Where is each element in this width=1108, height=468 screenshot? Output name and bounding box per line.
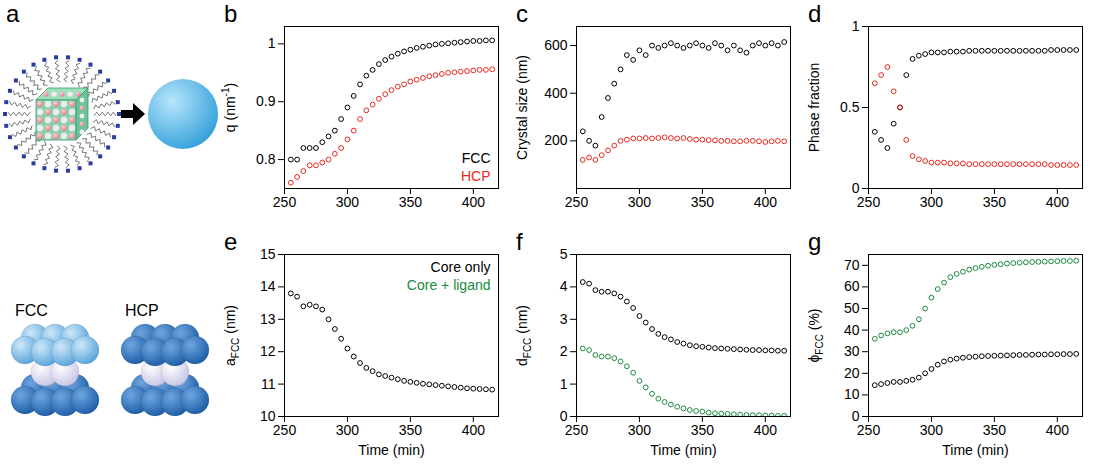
svg-text:20: 20 <box>844 365 860 381</box>
svg-text:50: 50 <box>844 300 860 316</box>
svg-text:200: 200 <box>544 132 568 148</box>
svg-text:14: 14 <box>260 278 276 294</box>
svg-text:600: 600 <box>544 37 568 53</box>
svg-text:350: 350 <box>983 422 1007 438</box>
svg-text:250: 250 <box>857 194 881 210</box>
svg-text:400: 400 <box>754 422 778 438</box>
svg-text:400: 400 <box>754 194 778 210</box>
svg-text:300: 300 <box>336 194 360 210</box>
svg-text:0.5: 0.5 <box>840 99 860 115</box>
svg-text:Time (min): Time (min) <box>942 442 1008 458</box>
svg-text:400: 400 <box>544 85 568 101</box>
html-text:c: c <box>516 0 528 27</box>
svg-text:350: 350 <box>399 422 423 438</box>
svg-text:dFCC (nm): dFCC (nm) <box>514 305 533 366</box>
svg-text:1: 1 <box>268 35 276 51</box>
svg-text:70: 70 <box>844 257 860 273</box>
svg-text:10: 10 <box>844 386 860 402</box>
html-text:f: f <box>516 228 523 255</box>
svg-text:Crystal size (nm): Crystal size (nm) <box>514 55 530 160</box>
svg-text:300: 300 <box>920 422 944 438</box>
svg-text:0.8: 0.8 <box>256 151 276 167</box>
svg-text:400: 400 <box>1046 422 1070 438</box>
svg-text:350: 350 <box>691 194 715 210</box>
svg-text:350: 350 <box>399 194 423 210</box>
svg-text:1: 1 <box>560 376 568 392</box>
svg-text:ϕFCC (%): ϕFCC (%) <box>806 308 825 362</box>
svg-text:250: 250 <box>273 422 297 438</box>
svg-text:FCC: FCC <box>15 302 48 319</box>
svg-text:HCP: HCP <box>125 302 159 319</box>
svg-text:1: 1 <box>852 18 860 34</box>
svg-text:350: 350 <box>983 194 1007 210</box>
svg-text:Core only: Core only <box>431 259 491 275</box>
svg-text:15: 15 <box>260 246 276 262</box>
svg-text:250: 250 <box>273 194 297 210</box>
svg-text:250: 250 <box>857 422 881 438</box>
svg-text:0: 0 <box>851 180 860 196</box>
svg-text:40: 40 <box>844 322 860 338</box>
svg-text:300: 300 <box>920 194 944 210</box>
svg-text:12: 12 <box>260 343 276 359</box>
svg-text:400: 400 <box>1046 194 1070 210</box>
svg-text:Phase fraction: Phase fraction <box>806 63 822 153</box>
svg-text:11: 11 <box>261 376 276 392</box>
svg-text:Time (min): Time (min) <box>650 442 716 458</box>
svg-text:q (nm-1): q (nm-1) <box>220 83 238 132</box>
svg-text:350: 350 <box>691 422 715 438</box>
svg-text:HCP: HCP <box>461 168 491 184</box>
svg-text:30: 30 <box>844 343 860 359</box>
svg-text:300: 300 <box>628 422 652 438</box>
svg-text:4: 4 <box>560 278 568 294</box>
svg-text:0: 0 <box>851 408 860 424</box>
svg-text:250: 250 <box>565 194 589 210</box>
svg-text:300: 300 <box>628 194 652 210</box>
svg-text:aFCC (nm): aFCC (nm) <box>222 305 241 366</box>
html-text:e: e <box>224 228 238 255</box>
html-text:g: g <box>808 228 822 255</box>
svg-text:0.9: 0.9 <box>256 93 276 109</box>
svg-text:Time (min): Time (min) <box>358 442 424 458</box>
svg-text:FCC: FCC <box>462 150 491 166</box>
svg-text:Core + ligand: Core + ligand <box>407 277 491 293</box>
html-text:b: b <box>224 0 238 27</box>
svg-text:3: 3 <box>560 311 568 327</box>
svg-text:13: 13 <box>260 311 276 327</box>
svg-text:400: 400 <box>462 194 486 210</box>
svg-text:10: 10 <box>259 408 276 424</box>
svg-text:250: 250 <box>565 422 589 438</box>
svg-text:2: 2 <box>560 343 568 359</box>
html-text:d: d <box>808 0 822 27</box>
svg-text:400: 400 <box>462 422 486 438</box>
svg-text:300: 300 <box>336 422 360 438</box>
svg-text:60: 60 <box>844 278 860 294</box>
svg-text:a: a <box>6 0 20 27</box>
svg-text:5: 5 <box>560 246 568 262</box>
svg-text:0: 0 <box>559 408 568 424</box>
